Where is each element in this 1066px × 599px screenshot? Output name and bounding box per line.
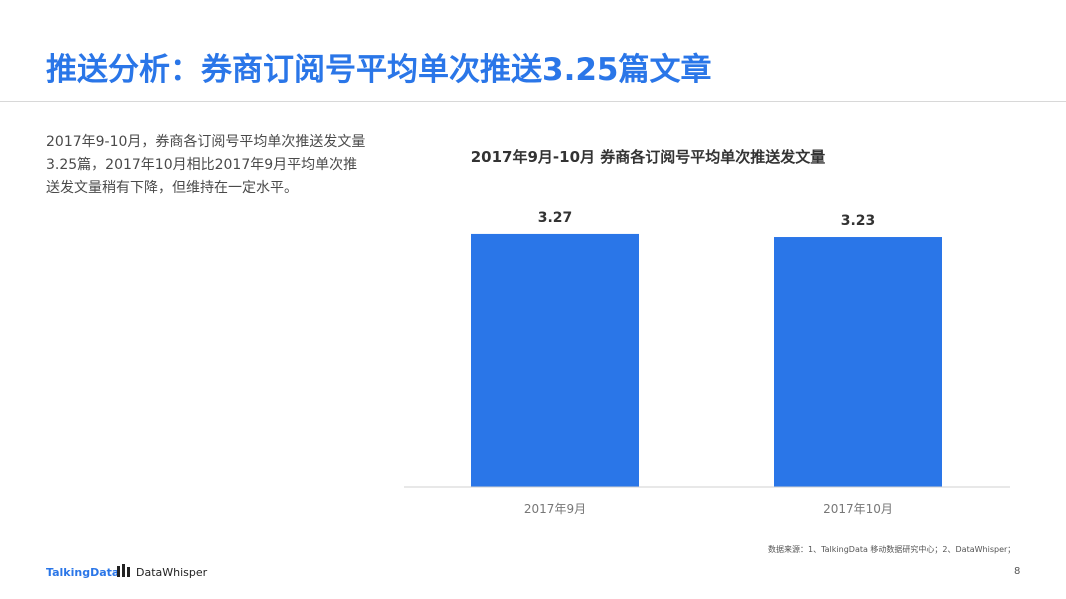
talkingdata-logo: TalkingData xyxy=(46,566,120,579)
bar-2 xyxy=(774,237,942,487)
data-source-note: 数据来源：1、TalkingData 移动数据研究中心；2、DataWhispe… xyxy=(768,545,1016,554)
bar-chart: 2017年9月-10月 券商各订阅号平均单次推送发文量 3.27 2017年9月 3… xyxy=(404,148,1010,516)
x-tick-label-2: 2017年10月 xyxy=(823,502,893,516)
x-tick-label-1: 2017年9月 xyxy=(524,502,586,516)
description-text: 2017年9-10月，券商各订阅号平均单次推送发文量3.25篇，2017年10月… xyxy=(46,134,366,196)
chart-title: 2017年9月-10月 券商各订阅号平均单次推送发文量 xyxy=(471,148,826,166)
title-divider xyxy=(0,101,1066,102)
bar-1 xyxy=(471,233,639,487)
data-label-1: 3.27 xyxy=(538,210,573,226)
page-title: 推送分析：券商订阅号平均单次推送3.25篇文章 xyxy=(46,52,712,88)
datawhisper-logo-icon xyxy=(117,564,130,577)
page-number: 8 xyxy=(1014,566,1021,577)
datawhisper-logo: DataWhisper xyxy=(136,566,208,579)
data-label-2: 3.23 xyxy=(841,213,876,229)
